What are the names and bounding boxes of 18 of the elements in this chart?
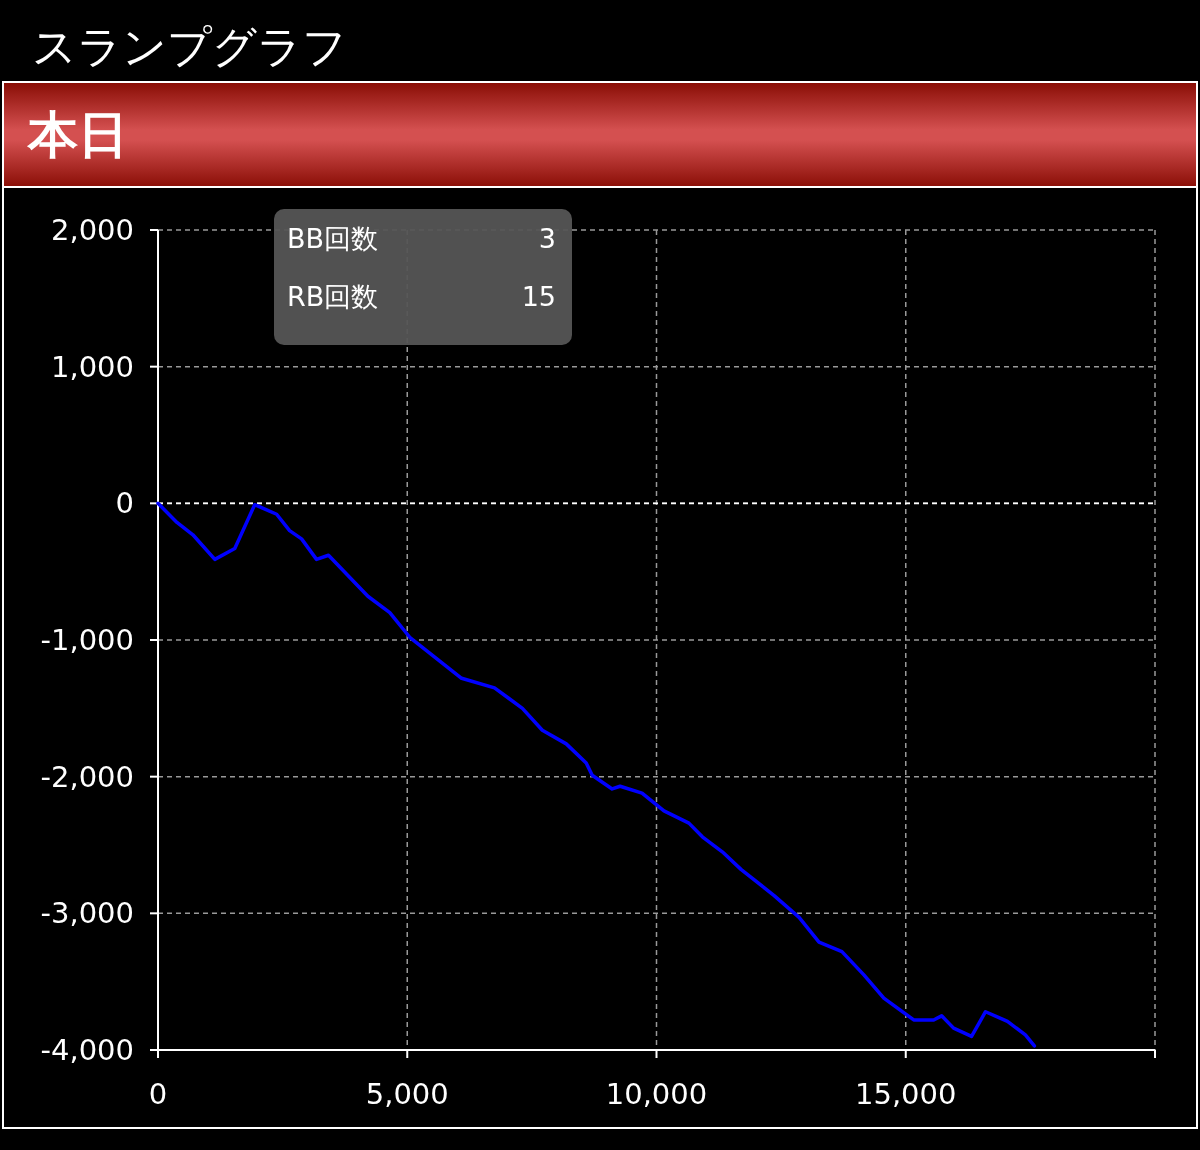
y-tick-label: -4,000: [40, 1033, 134, 1067]
y-tick-label: 0: [115, 486, 134, 521]
x-tick-label: 15,000: [855, 1077, 957, 1111]
x-tick-label: 5,000: [365, 1077, 449, 1111]
annotation: RB回数: [287, 281, 379, 312]
annotation: 3: [538, 223, 556, 254]
annotation: BB回数: [287, 223, 379, 254]
x-tick-label: 0: [148, 1077, 168, 1111]
chart-title: スランプグラフ: [32, 21, 347, 72]
y-tick-label: 1,000: [50, 349, 134, 384]
x-tick-label: 10,000: [605, 1077, 708, 1111]
y-tick-label: 2,000: [50, 213, 134, 247]
y-tick-label: -1,000: [40, 623, 134, 657]
y-tick-label: -3,000: [40, 896, 134, 931]
line-series: [156, 501, 1037, 1048]
y-tick-label: -2,000: [40, 759, 134, 794]
chart-subtitle: 本日: [26, 106, 128, 164]
annotation: 15: [521, 281, 556, 312]
